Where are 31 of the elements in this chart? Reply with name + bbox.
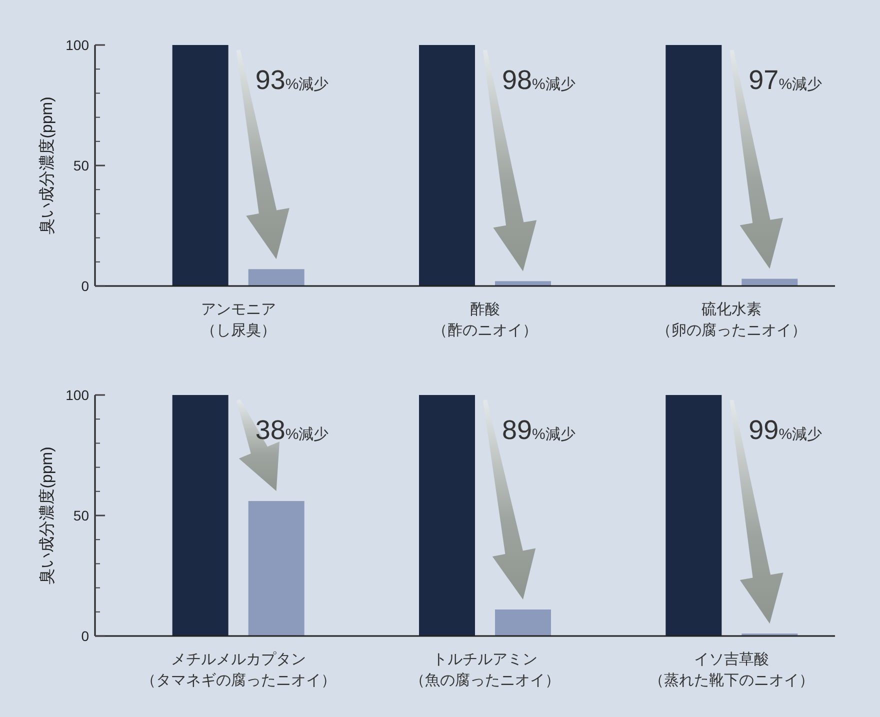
y-tick-label: 100 — [66, 387, 90, 403]
bar — [248, 269, 304, 286]
y-tick-label: 0 — [81, 628, 90, 644]
annotation: 97%減少 — [748, 65, 822, 95]
y-tick-label: 50 — [73, 508, 90, 524]
x-tick-label: 酢酸（酢のニオイ） — [432, 301, 538, 339]
x-tick-label: トルチルアミン（魚の腐ったニオイ） — [410, 651, 560, 689]
x-tick-label: メチルメルカプタン（タマネギの腐ったニオイ） — [140, 651, 336, 689]
bar — [419, 45, 475, 286]
y-axis-title: 臭い成分濃度(ppm) — [38, 446, 56, 584]
bar — [742, 278, 798, 286]
bar — [495, 609, 551, 636]
y-tick-label: 50 — [73, 158, 90, 174]
annotation: 98%減少 — [502, 65, 576, 95]
bar — [248, 501, 304, 636]
bar — [419, 395, 475, 636]
bar — [495, 281, 551, 286]
bar — [172, 45, 228, 286]
bar — [666, 395, 722, 636]
annotation: 93%減少 — [255, 65, 329, 95]
x-tick-label: アンモニア（し尿臭） — [200, 301, 276, 339]
x-tick-label: 硫化水素（卵の腐ったニオイ） — [656, 301, 807, 339]
y-tick-label: 100 — [66, 37, 90, 53]
annotation: 38%減少 — [255, 415, 329, 445]
y-tick-label: 0 — [81, 278, 90, 294]
x-tick-label: イソ吉草酸（蒸れた靴下のニオイ） — [649, 651, 814, 689]
y-axis-title: 臭い成分濃度(ppm) — [38, 96, 56, 234]
bar — [172, 395, 228, 636]
annotation: 99%減少 — [748, 415, 822, 445]
bar — [666, 45, 722, 286]
annotation: 89%減少 — [502, 415, 576, 445]
